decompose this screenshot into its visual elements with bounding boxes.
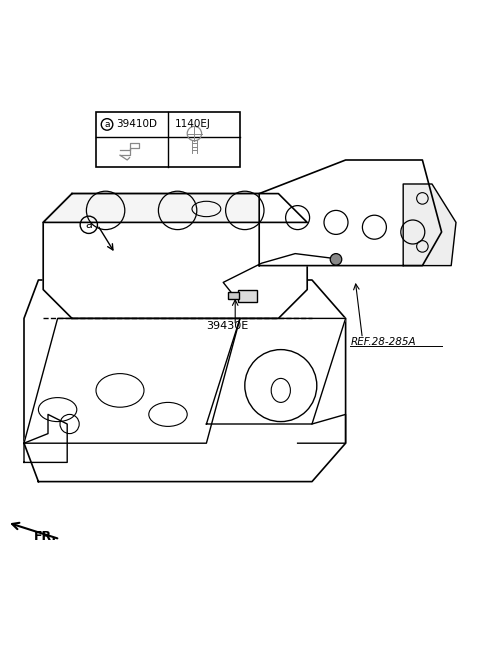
Text: 1140EJ: 1140EJ (175, 119, 211, 129)
Text: a: a (104, 120, 110, 129)
Polygon shape (259, 160, 442, 266)
Polygon shape (24, 318, 240, 443)
Text: FR.: FR. (34, 530, 57, 543)
Bar (96, 112, 240, 167)
Polygon shape (43, 194, 307, 222)
Polygon shape (24, 280, 346, 482)
Text: 39430E: 39430E (206, 321, 249, 331)
Polygon shape (403, 184, 456, 266)
Text: REF.28-285A: REF.28-285A (350, 337, 416, 348)
Bar (238, 289, 257, 302)
Text: 39410D: 39410D (116, 119, 157, 129)
Polygon shape (206, 318, 346, 424)
Circle shape (330, 254, 342, 265)
Text: a: a (85, 220, 92, 230)
Bar (228, 292, 239, 299)
Polygon shape (43, 194, 307, 318)
